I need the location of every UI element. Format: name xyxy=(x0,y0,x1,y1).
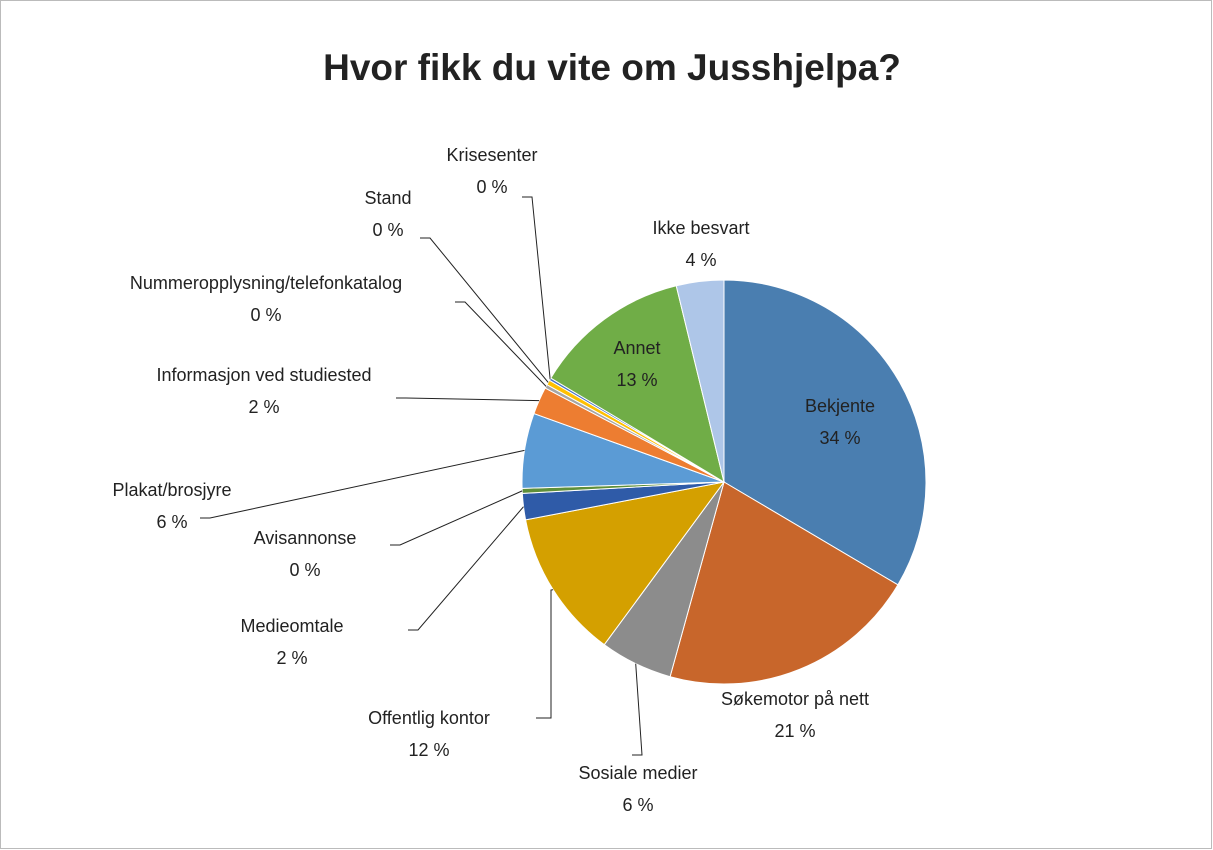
slice-label: Nummeropplysning/telefonkatalog xyxy=(130,273,402,293)
slice-value-label: 6 % xyxy=(156,512,187,532)
leader-line xyxy=(632,663,643,756)
slice-value-label: 0 % xyxy=(476,177,507,197)
leader-line xyxy=(390,490,523,546)
slice-label: Informasjon ved studiested xyxy=(156,365,371,385)
slice-label: Avisannonse xyxy=(254,528,357,548)
slice-label: Krisesenter xyxy=(446,145,537,165)
slice-value-label: 2 % xyxy=(276,648,307,668)
slice-label: Sosiale medier xyxy=(578,763,697,783)
slice-value-label: 6 % xyxy=(622,795,653,815)
leader-line xyxy=(522,196,551,380)
slice-label: Offentlig kontor xyxy=(368,708,490,728)
slice-label: Plakat/brosjyre xyxy=(112,480,231,500)
slice-value-label: 13 % xyxy=(616,370,657,390)
leader-line xyxy=(396,397,540,402)
slice-value-label: 0 % xyxy=(289,560,320,580)
pie-slice xyxy=(669,481,899,685)
slice-value-label: 21 % xyxy=(774,721,815,741)
leader-line xyxy=(408,506,524,631)
slice-value-label: 0 % xyxy=(250,305,281,325)
slice-value-label: 2 % xyxy=(248,397,279,417)
slice-label: Stand xyxy=(364,188,411,208)
slice-label: Annet xyxy=(613,338,660,358)
slice-label: Bekjente xyxy=(805,396,875,416)
slice-label: Medieomtale xyxy=(240,616,343,636)
slice-value-label: 12 % xyxy=(408,740,449,760)
pie-slice xyxy=(675,279,725,483)
pie-slice xyxy=(550,285,725,484)
leader-line xyxy=(420,237,549,383)
pie-slice xyxy=(524,481,726,646)
pie-slice xyxy=(723,279,927,586)
slice-label: Søkemotor på nett xyxy=(721,689,869,709)
leader-line xyxy=(200,449,525,519)
leader-line xyxy=(455,301,547,387)
leader-line xyxy=(536,589,554,719)
slice-value-label: 4 % xyxy=(685,250,716,270)
slice-value-label: 0 % xyxy=(372,220,403,240)
slice-value-label: 34 % xyxy=(819,428,860,448)
chart-title: Hvor fikk du vite om Jusshjelpa? xyxy=(323,47,901,88)
slice-label: Ikke besvart xyxy=(652,218,749,238)
